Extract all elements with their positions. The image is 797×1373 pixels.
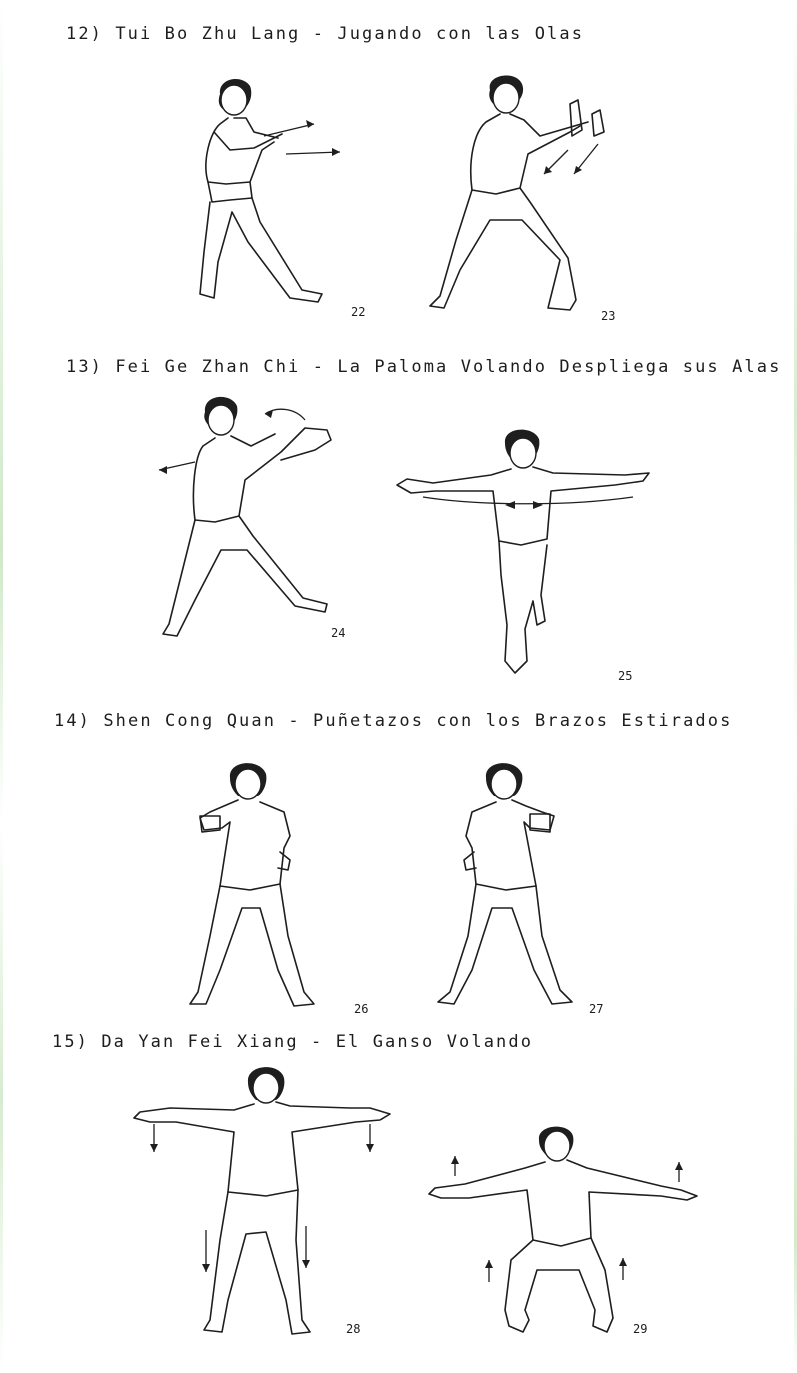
figure-number-26: 26 [354, 1002, 369, 1016]
figure-number-29: 29 [633, 1322, 648, 1336]
figure-number-28: 28 [346, 1322, 361, 1336]
figure-28 [130, 1060, 400, 1345]
page-edge-left [0, 0, 3, 1373]
section-heading-15: 15) Da Yan Fei Xiang - El Ganso Volando [52, 1032, 534, 1052]
figure-number-27: 27 [589, 1002, 604, 1016]
figure-number-24: 24 [331, 626, 346, 640]
figure-26 [180, 756, 340, 1011]
figure-25 [393, 425, 663, 680]
figure-27 [430, 756, 590, 1011]
figure-24 [155, 390, 345, 650]
figure-23 [420, 70, 620, 320]
figure-number-22: 22 [351, 305, 366, 319]
figure-number-25: 25 [618, 669, 633, 683]
page-edge-right [794, 0, 797, 1373]
section-heading-12: 12) Tui Bo Zhu Lang - Jugando con las Ol… [66, 24, 585, 44]
figure-22 [190, 72, 350, 312]
section-heading-13: 13) Fei Ge Zhan Chi - La Paloma Volando … [66, 357, 782, 377]
figure-29 [425, 1120, 710, 1345]
figure-number-23: 23 [601, 309, 616, 323]
section-heading-14: 14) Shen Cong Quan - Puñetazos con los B… [54, 711, 733, 731]
